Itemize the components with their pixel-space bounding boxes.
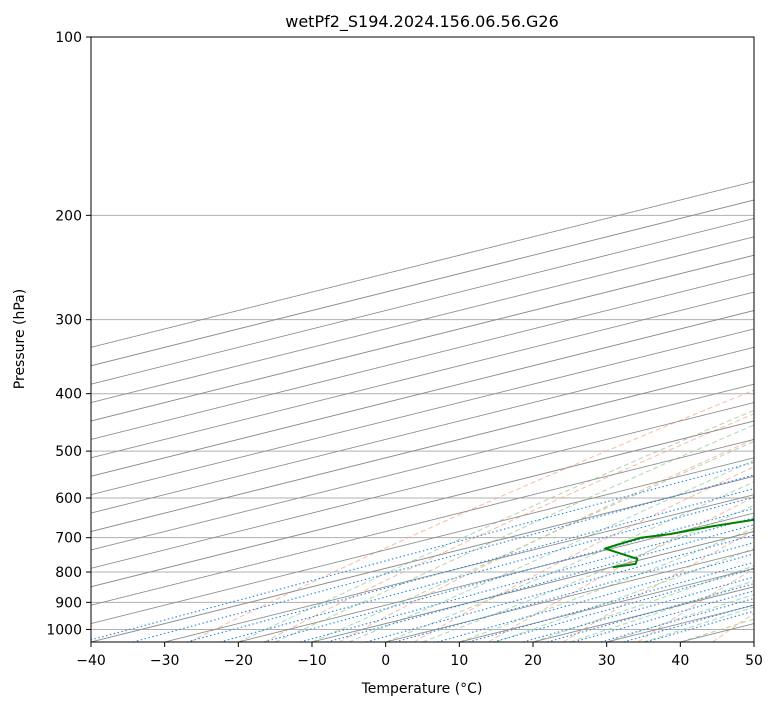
moist-adiabat xyxy=(606,593,754,642)
moist-adiabat xyxy=(238,409,754,642)
x-tick-label: −20 xyxy=(224,653,254,669)
isotherm xyxy=(91,254,754,422)
x-tick-label: 10 xyxy=(450,653,468,669)
x-tick-label: 0 xyxy=(381,653,390,669)
isotherm xyxy=(532,586,754,642)
chart-title: wetPf2_S194.2024.156.06.56.G26 xyxy=(285,12,559,32)
x-tick-label: 20 xyxy=(524,653,542,669)
isotherm xyxy=(311,531,754,642)
dry-adiabat xyxy=(189,389,754,642)
moist-adiabat xyxy=(643,606,754,642)
isotherm xyxy=(91,383,754,551)
mixing-ratio-line xyxy=(623,604,754,642)
isotherm xyxy=(91,199,754,367)
dry-adiabat xyxy=(413,466,754,642)
isotherm xyxy=(238,512,754,642)
isotherm xyxy=(91,236,754,404)
x-axis-title: Temperature (°C) xyxy=(361,681,483,697)
moist-adiabat xyxy=(311,440,754,642)
x-tick-label: 30 xyxy=(598,653,616,669)
moist-adiabat xyxy=(385,481,754,642)
mixing-ratio-line xyxy=(186,488,754,642)
isotherm xyxy=(459,567,754,642)
dry-adiabat xyxy=(712,612,754,642)
y-tick-label: 700 xyxy=(55,531,82,547)
profile-lines xyxy=(604,518,754,569)
isotherm xyxy=(164,494,754,642)
isotherm xyxy=(91,365,754,532)
mixing-ratio-line xyxy=(263,507,754,642)
x-tick-label: −10 xyxy=(297,653,327,669)
y-tick-label: 200 xyxy=(55,208,82,224)
mixing-ratio-line xyxy=(132,474,754,642)
isotherm xyxy=(91,475,754,642)
mixing-ratio-line xyxy=(366,534,754,642)
mixing-ratio-line xyxy=(326,524,754,642)
y-tick-label: 600 xyxy=(55,491,82,507)
moist-adiabat xyxy=(532,565,754,642)
dewpoint-profile xyxy=(604,518,754,569)
axes: −40 −30 −20 −10 0 10 20 30 40 50 100 200 300 400 500 60… xyxy=(46,30,763,669)
x-tick-label: −30 xyxy=(150,653,180,669)
y-tick-label: 100 xyxy=(55,30,82,46)
isotherm xyxy=(91,217,754,385)
moist-adiabat xyxy=(274,424,754,642)
plot-frame xyxy=(90,36,755,643)
isotherm xyxy=(91,181,754,348)
mixing-ratio-line xyxy=(300,517,754,642)
moist-adiabat xyxy=(680,618,754,642)
isotherm xyxy=(91,328,754,496)
dry-adiabat xyxy=(264,413,754,642)
y-tick-label: 800 xyxy=(55,565,82,581)
isotherm xyxy=(91,402,754,569)
isotherm xyxy=(91,420,754,588)
isotherm xyxy=(91,438,754,606)
y-axis-title: Pressure (hPa) xyxy=(12,289,28,389)
isotherm xyxy=(91,273,754,440)
mixing-ratio-line xyxy=(646,610,754,642)
x-tick-label: 40 xyxy=(671,653,689,669)
mixing-ratio-line xyxy=(600,597,754,642)
isotherm xyxy=(91,310,754,477)
isotherm xyxy=(91,457,754,625)
y-tick-label: 300 xyxy=(55,313,82,329)
y-tick-label: 1000 xyxy=(46,622,82,638)
isotherm xyxy=(91,346,754,514)
dry-adiabat xyxy=(338,438,754,642)
isotherm xyxy=(753,641,754,642)
y-tick-label: 900 xyxy=(55,595,82,611)
y-tick-label: 400 xyxy=(55,387,82,403)
x-tick-label: −40 xyxy=(76,653,106,669)
dry-adiabat xyxy=(563,530,754,642)
mixing-ratio-line xyxy=(395,542,754,642)
moist-adiabat xyxy=(348,459,754,642)
moist-adiabat xyxy=(459,527,754,642)
x-tick-label: 50 xyxy=(745,653,763,669)
isotherm xyxy=(91,291,754,459)
dry-adiabat xyxy=(488,496,754,642)
background-lines xyxy=(91,37,754,642)
y-tick-label: 500 xyxy=(55,444,82,460)
mixing-ratio-line xyxy=(91,461,754,641)
